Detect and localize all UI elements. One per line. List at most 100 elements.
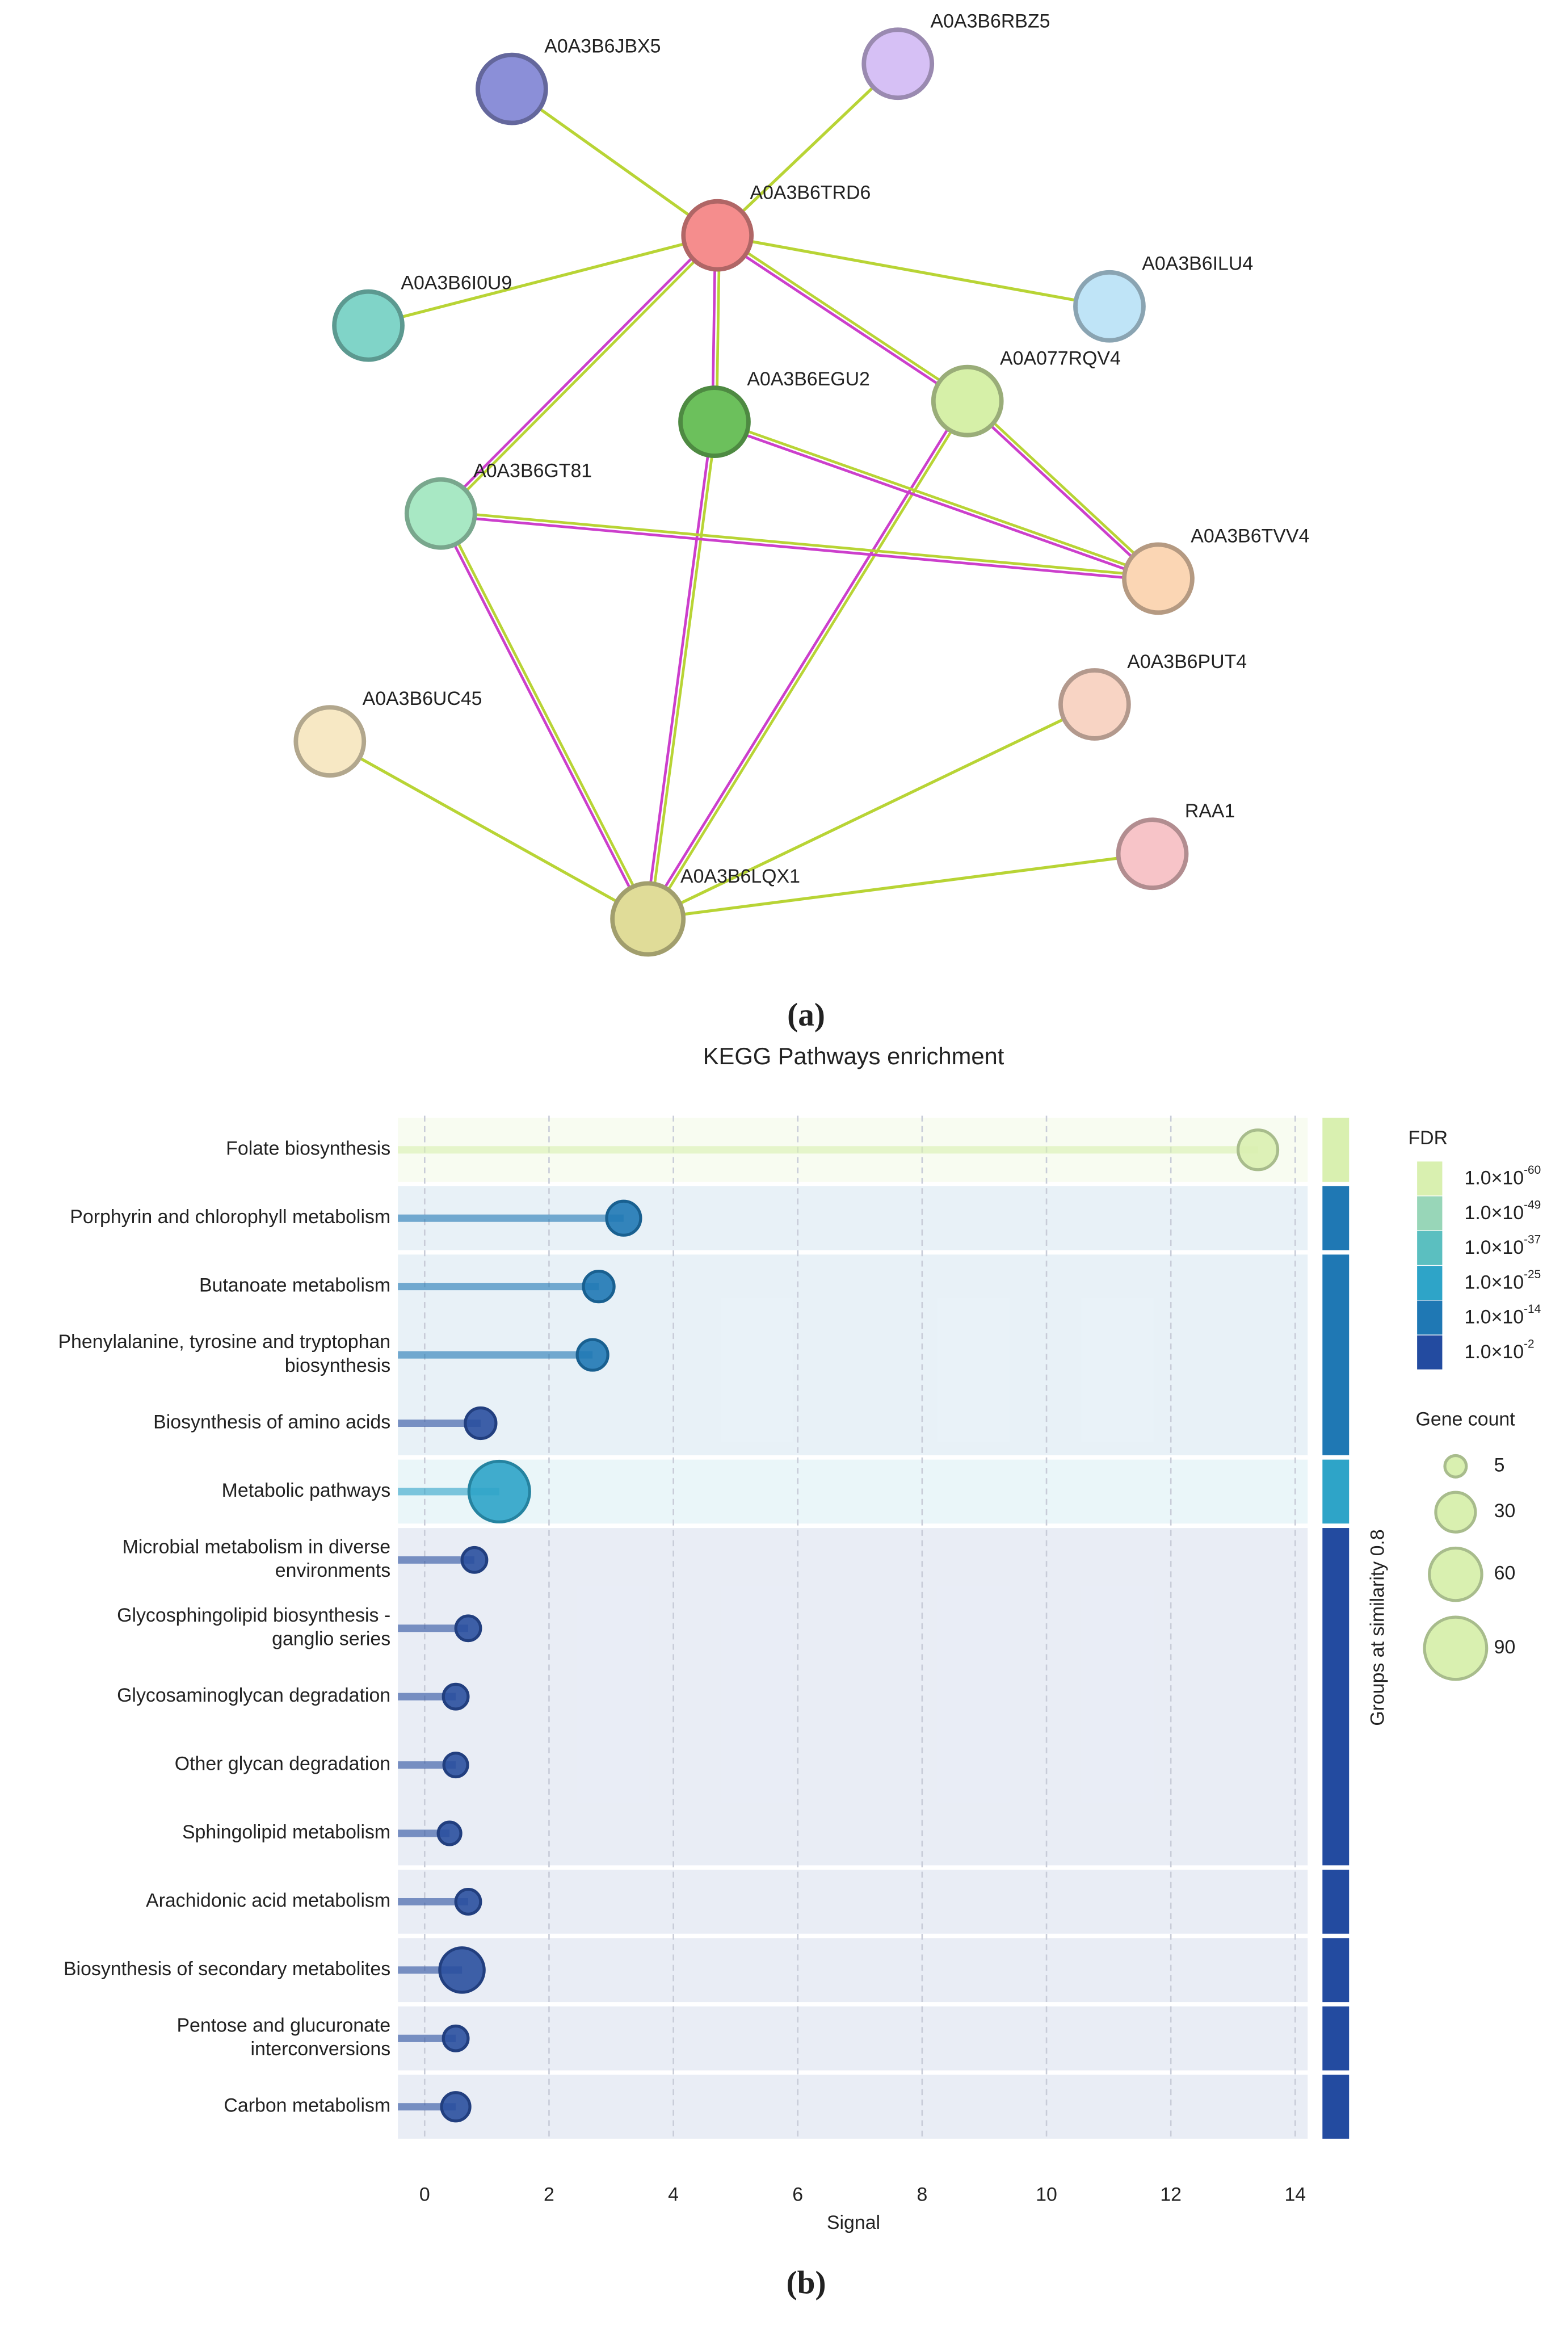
edge — [511, 87, 718, 237]
edge — [648, 852, 1153, 921]
legend-label-base: 1.0×10 — [1465, 1341, 1524, 1363]
legend-label-exp: -60 — [1524, 1164, 1541, 1177]
point — [467, 1459, 531, 1524]
edge — [368, 234, 718, 328]
chart-title: KEGG Pathways enrichment — [703, 1043, 1004, 1069]
node-label: A0A3B6EGU2 — [747, 368, 870, 390]
node-label: A0A3B6GT81 — [473, 460, 592, 482]
legend-label: 1.0×10-2 — [1465, 1337, 1535, 1363]
edge — [645, 399, 967, 919]
legend-label-base: 1.0×10 — [1465, 1202, 1524, 1224]
legend-swatch — [1417, 1161, 1443, 1196]
edge — [717, 234, 1110, 308]
y-tick-label: Folate biosynthesis — [226, 1138, 390, 1160]
node — [610, 881, 686, 957]
point — [438, 1946, 486, 1994]
size-legend-label: 30 — [1494, 1500, 1516, 1522]
x-tick-label: 6 — [792, 2184, 803, 2205]
point — [464, 1406, 498, 1441]
node-label: A0A3B6RBZ5 — [931, 10, 1050, 32]
node — [861, 27, 935, 100]
edge — [713, 422, 1158, 582]
node — [476, 52, 548, 125]
node-label: A0A3B6UC45 — [363, 688, 482, 709]
x-tick-label: 10 — [1036, 2184, 1057, 2205]
x-tick-label: 4 — [668, 2184, 679, 2205]
node — [678, 385, 751, 458]
legend-label: 1.0×10-60 — [1465, 1164, 1541, 1189]
edge — [438, 514, 648, 921]
point — [442, 1752, 469, 1779]
group-bar — [1322, 1938, 1350, 2002]
edge — [440, 514, 1158, 582]
edge — [715, 236, 967, 404]
x-tick-label: 14 — [1284, 2184, 1306, 2205]
edge — [714, 418, 1159, 578]
group-bar — [1322, 1254, 1350, 1455]
node-label: A0A3B6TRD6 — [750, 182, 871, 204]
y-tick-label: Glycosphingolipid biosynthesis -ganglio … — [117, 1605, 390, 1650]
y-tick-label: Other glycan degradation — [175, 1753, 390, 1775]
legend-label: 1.0×10-37 — [1465, 1233, 1541, 1258]
legend-swatch — [1417, 1196, 1443, 1231]
edge — [716, 62, 899, 237]
node — [404, 477, 477, 550]
node-label: A0A3B6ILU4 — [1142, 253, 1253, 275]
legend-label-exp: -2 — [1524, 1337, 1535, 1350]
size-legend-mark — [1434, 1491, 1477, 1534]
edge — [441, 511, 651, 919]
point — [460, 1546, 489, 1574]
legend-label-exp: -14 — [1524, 1303, 1541, 1316]
edge — [329, 740, 649, 921]
edge — [644, 421, 714, 919]
legend-swatch — [1417, 1231, 1443, 1265]
x-tick-label: 2 — [544, 2184, 554, 2205]
point — [436, 1820, 463, 1846]
x-tick-label: 12 — [1160, 2184, 1182, 2205]
group-band — [398, 1870, 1308, 1934]
x-tick-label: 8 — [917, 2184, 927, 2205]
group-bar — [1322, 1186, 1350, 1250]
node — [1116, 817, 1189, 891]
node — [1122, 542, 1195, 615]
legend-label-base: 1.0×10 — [1465, 1271, 1524, 1293]
y-tick-label: Phenylalanine, tyrosine and tryptophan bi… — [58, 1331, 390, 1376]
edge — [440, 510, 1159, 578]
node — [332, 289, 405, 362]
y-tick-label: Biosynthesis of secondary metabolites — [64, 1958, 390, 1980]
legend-label: 1.0×10-14 — [1465, 1303, 1541, 1328]
group-axis-label: Groups at similarity 0.8 — [1367, 1529, 1388, 1725]
point — [605, 1199, 642, 1237]
group-bar — [1322, 1459, 1350, 1524]
y-tick-label: Pentose and glucuronate interconversions — [176, 2014, 390, 2060]
edge — [647, 703, 1096, 921]
node — [931, 364, 1004, 438]
x-axis-label: Signal — [827, 2212, 880, 2233]
edge — [441, 236, 720, 516]
legend-label: 1.0×10-49 — [1465, 1198, 1541, 1224]
size-legend-label: 60 — [1494, 1563, 1516, 1584]
size-legend-mark — [1423, 1615, 1489, 1681]
legend-label-base: 1.0×10 — [1465, 1237, 1524, 1258]
node-label: A0A3B6JBX5 — [544, 36, 661, 57]
node-label: A0A3B6TVV4 — [1191, 525, 1309, 547]
y-tick-label: Carbon metabolism — [224, 2095, 390, 2117]
edge — [717, 232, 970, 401]
point — [454, 1614, 482, 1643]
size-legend-label: 90 — [1494, 1636, 1516, 1658]
node — [1058, 668, 1131, 741]
y-tick-label: Sphingolipid metabolism — [182, 1821, 390, 1843]
point — [442, 2024, 470, 2052]
y-tick-label: Biosynthesis of amino acids — [153, 1411, 390, 1433]
point — [442, 1682, 470, 1711]
node-label: A0A077RQV4 — [1000, 348, 1121, 370]
group-bar — [1322, 2075, 1350, 2139]
point — [454, 1888, 482, 1916]
legend-label-exp: -37 — [1524, 1233, 1541, 1246]
y-tick-label: Arachidonic acid metabolism — [146, 1890, 390, 1911]
node-label: A0A3B6I0U9 — [401, 272, 512, 294]
x-tick-label: 0 — [419, 2184, 430, 2205]
legend-title: Gene count — [1416, 1409, 1516, 1430]
legend-label-base: 1.0×10 — [1465, 1168, 1524, 1189]
